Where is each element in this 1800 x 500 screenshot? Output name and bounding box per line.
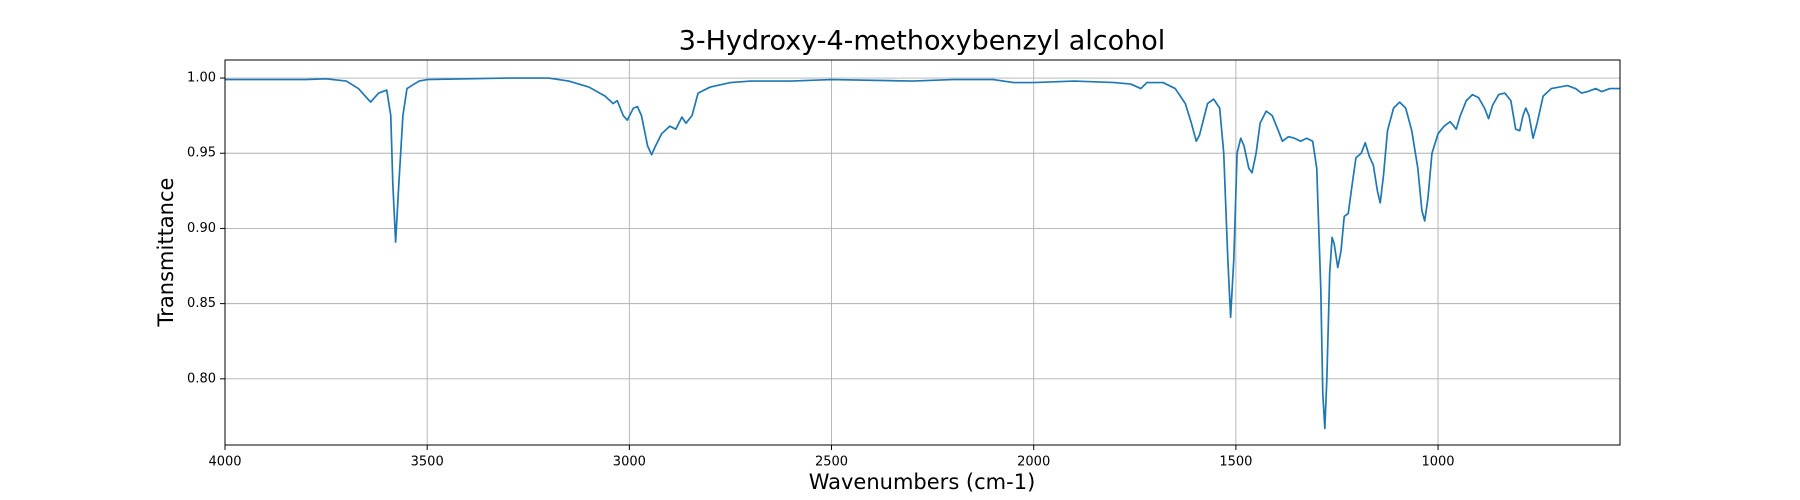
y-tick-label: 0.85	[187, 296, 216, 311]
plot-frame	[224, 59, 1621, 446]
x-tick-label: 2000	[1017, 455, 1050, 470]
x-tick-label: 2500	[815, 455, 848, 470]
y-tick-label: 0.90	[187, 221, 216, 236]
x-tick-label: 3000	[613, 455, 646, 470]
x-tick-label: 1500	[1219, 455, 1252, 470]
chart-title: 3-Hydroxy-4-methoxybenzyl alcohol	[679, 26, 1166, 57]
x-axis-label: Wavenumbers (cm-1)	[809, 470, 1036, 494]
y-tick-label: 0.95	[187, 146, 216, 161]
x-tick-label: 1000	[1421, 455, 1454, 470]
y-axis-label: Transmittance	[154, 178, 178, 328]
y-tick-label: 1.00	[187, 71, 216, 86]
y-tick-label: 0.80	[187, 371, 216, 386]
x-tick-label: 4000	[208, 455, 241, 470]
spectrum-line	[225, 77, 1620, 430]
x-tick-label: 3500	[411, 455, 444, 470]
